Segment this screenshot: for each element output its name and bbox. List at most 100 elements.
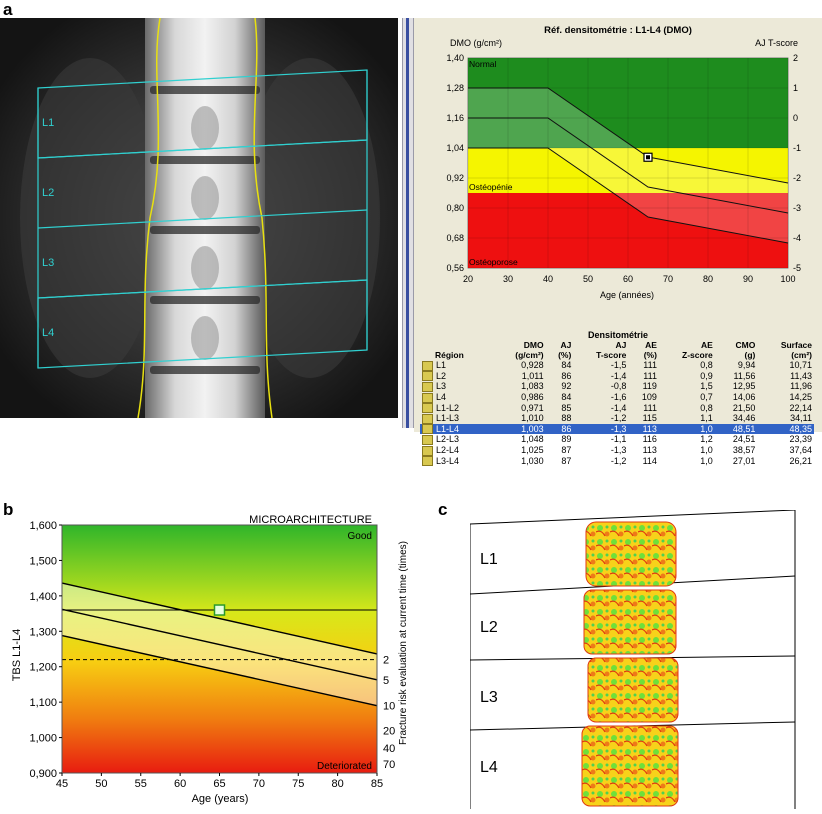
map-label-l1: L1 — [480, 551, 498, 568]
table-row[interactable]: L1-L4 1,003 86 -1,3 113 1,0 48,51 48,35 — [420, 423, 814, 435]
value-cell: 85 — [561, 402, 572, 413]
table-row[interactable]: L3 1,083 92 -0,8 119 1,5 12,95 11,96 — [420, 381, 814, 392]
region-cell: L1-L4 — [420, 423, 494, 435]
region-checkbox-icon[interactable] — [422, 392, 433, 403]
value-cell: 1,010 — [521, 413, 544, 424]
table-row[interactable]: L1 0,928 84 -1,5 111 0,8 9,94 10,71 — [420, 360, 814, 371]
tbs-right-axis-label: Fracture risk evaluation at current time… — [398, 541, 409, 745]
dmo-t-tick: -1 — [793, 143, 801, 153]
dmo-x-axis-label: Age (années) — [600, 290, 654, 300]
region-checkbox-icon[interactable] — [422, 456, 433, 467]
value-cell: 11,56 — [733, 370, 756, 381]
value-cell: 23,39 — [789, 434, 812, 445]
value-cell: 86 — [545, 423, 574, 435]
dmo-chart-title: Réf. densitométrie : L1-L4 (DMO) — [544, 25, 692, 36]
value-cell: 1,011 — [521, 370, 544, 381]
region-checkbox-icon[interactable] — [422, 413, 433, 424]
value-cell: 1,0 — [658, 423, 715, 435]
map-label-l4: L4 — [480, 759, 498, 776]
dmo-series-line — [468, 117, 789, 214]
table-row[interactable]: L4 0,986 84 -1,6 109 0,7 14,06 14,25 — [420, 392, 814, 403]
value-cell: 48,35 — [757, 423, 814, 435]
value-cell: 11,43 — [790, 370, 812, 381]
tbs-x-tick: 75 — [292, 778, 304, 790]
value-cell: 0,928 — [521, 360, 544, 371]
table-header: AJ T-score — [596, 340, 627, 360]
dmo-x-tick: 100 — [780, 274, 795, 284]
value-cell: 37,64 — [789, 445, 812, 456]
region-checkbox-icon[interactable] — [422, 424, 433, 435]
region-checkbox-icon[interactable] — [422, 360, 433, 371]
value-cell: 0,986 — [521, 391, 544, 402]
region-checkbox-icon[interactable] — [422, 403, 433, 414]
value-cell: 14,06 — [732, 391, 756, 402]
region-cell: L1-L3 — [420, 413, 494, 424]
region-cell: L3-L4 — [420, 456, 494, 467]
value-cell: 1,025 — [521, 445, 544, 456]
dmo-t-tick: -2 — [793, 173, 801, 183]
table-row[interactable]: L3-L4 1,030 87 -1,2 114 1,0 27,01 26,21 — [420, 456, 814, 467]
table-row[interactable]: L2 1,011 86 -1,4 111 0,9 11,56 11,43 — [420, 371, 814, 382]
tbs-x-tick: 45 — [56, 778, 68, 790]
tbs-y-tick: 1,400 — [29, 591, 57, 603]
table-row[interactable]: L1-L2 0,971 85 -1,4 111 0,8 21,50 22,14 — [420, 403, 814, 414]
value-cell: 21,50 — [732, 402, 756, 413]
tbs-y-tick: 1,000 — [29, 733, 57, 745]
value-cell: 34,46 — [732, 413, 756, 424]
value-cell: 1,1 — [700, 413, 713, 424]
dmo-reference-chart: Réf. densitométrie : L1-L4 (DMO) DMO (g/… — [446, 25, 801, 300]
xray-label-l3: L3 — [42, 257, 54, 269]
table-row[interactable]: L2-L4 1,025 87 -1,3 113 1,0 38,57 37,64 — [420, 445, 814, 456]
tbs-series-line — [61, 634, 378, 707]
dmo-zone-band — [468, 193, 788, 268]
value-cell: 48,51 — [714, 423, 758, 435]
densitometry-table-title: Densitométrie — [587, 330, 649, 340]
region-cell: L4 — [420, 392, 494, 403]
dmo-left-axis-label: DMO (g/cm²) — [450, 38, 502, 48]
tbs-good-label: Good — [348, 531, 372, 542]
dmo-y-tick: 0,92 — [446, 173, 464, 183]
tbs-patient-point — [213, 604, 226, 616]
region-cell: L2-L3 — [420, 434, 494, 445]
table-header: AJ (%) — [558, 340, 572, 360]
region-checkbox-icon[interactable] — [422, 381, 433, 392]
dmo-x-tick: 70 — [663, 274, 673, 284]
value-cell: 1,2 — [700, 434, 713, 445]
value-cell: -1,2 — [610, 413, 627, 424]
dmo-y-tick: 1,16 — [446, 113, 464, 123]
value-cell: 92 — [561, 381, 572, 392]
value-cell: 0,8 — [700, 360, 713, 371]
tbs-x-tick: 85 — [371, 778, 383, 790]
tbs-y-axis-label: TBS L1-L4 — [11, 629, 23, 682]
value-cell: 115 — [642, 413, 657, 424]
value-cell: 10,71 — [789, 360, 812, 371]
value-cell: 119 — [642, 381, 657, 392]
value-cell: 0,8 — [700, 402, 713, 413]
dmo-t-tick: 1 — [793, 83, 798, 93]
spine-xray-image: L1 L2 L3 L4 — [0, 18, 398, 418]
dmo-t-tick: -4 — [793, 233, 801, 243]
dmo-y-tick: 1,04 — [446, 143, 464, 153]
panel-b-letter: b — [3, 500, 14, 519]
dmo-y-tick: 1,28 — [446, 83, 464, 93]
tbs-risk-tick: 2 — [383, 655, 389, 667]
panel-a-letter: a — [3, 0, 13, 19]
dmo-series-line — [468, 147, 789, 244]
region-checkbox-icon[interactable] — [422, 435, 433, 445]
tbs-y-tick: 1,600 — [29, 520, 57, 532]
value-cell: 0,971 — [521, 402, 544, 413]
tbs-x-tick: 80 — [332, 778, 344, 790]
region-checkbox-icon[interactable] — [422, 371, 433, 382]
value-cell: 0,7 — [700, 391, 713, 402]
value-cell: 22,14 — [789, 402, 812, 413]
xray-label-l1: L1 — [42, 117, 54, 129]
region-checkbox-icon[interactable] — [422, 445, 433, 456]
value-cell: 1,030 — [521, 455, 544, 466]
value-cell: -1,6 — [610, 391, 627, 402]
value-cell: 1,0 — [700, 455, 713, 466]
table-row[interactable]: L2-L3 1,048 89 -1,1 116 1,2 24,51 23,39 — [420, 434, 814, 445]
table-row[interactable]: L1-L3 1,010 88 -1,2 115 1,1 34,46 34,11 — [420, 413, 814, 424]
map-label-l3: L3 — [480, 689, 498, 706]
tbs-x-tick: 50 — [95, 778, 107, 790]
value-cell: 84 — [561, 391, 572, 402]
